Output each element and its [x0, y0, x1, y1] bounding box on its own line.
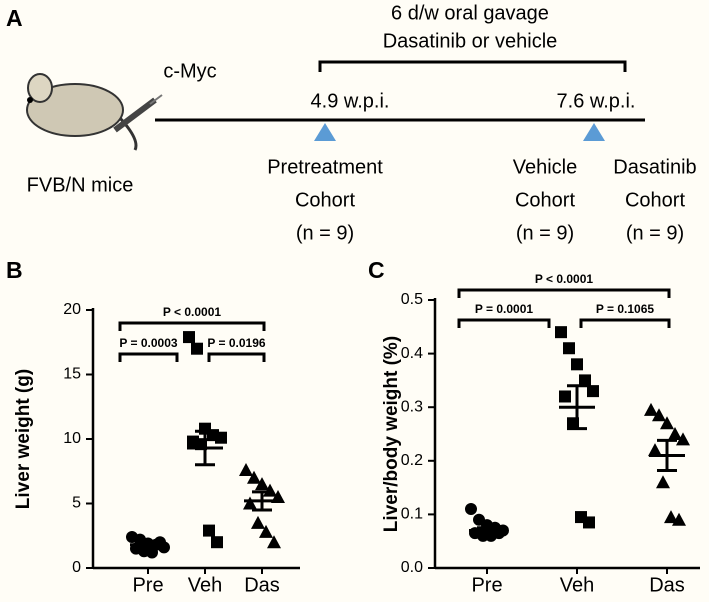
data-point [465, 503, 477, 516]
cohort-text: Vehicle [513, 156, 578, 178]
data-point [251, 515, 265, 529]
p-value: P < 0.0001 [535, 272, 593, 286]
data-point [644, 402, 658, 416]
data-point [583, 516, 595, 529]
y-tick-label: 20 [63, 301, 81, 318]
y-axis-label: Liver/body weight (%) [381, 336, 402, 532]
x-tick-label: Pre [471, 574, 502, 596]
treatment-text: 6 d/w oral gavage [391, 2, 549, 24]
treatment-bracket [318, 60, 627, 72]
y-tick-label: 0.0 [401, 559, 423, 576]
data-point [239, 462, 253, 476]
x-tick-label: Veh [188, 574, 222, 596]
cohort-text: Cohort [625, 189, 685, 211]
panel-label: A [6, 5, 23, 31]
data-point [555, 326, 567, 339]
cohort-text: (n = 9) [626, 222, 684, 244]
error-bar [567, 384, 587, 431]
data-point [559, 390, 571, 403]
error-bar [138, 541, 158, 549]
y-tick-label: 0.4 [401, 345, 423, 362]
timepoint: 7.6 w.p.i. [557, 90, 636, 112]
data-point [247, 470, 261, 484]
data-point [191, 342, 203, 355]
p-value: P = 0.1065 [596, 302, 654, 316]
p-value: P = 0.0003 [119, 336, 177, 350]
error-bar [252, 490, 272, 512]
significance-bracket [457, 318, 551, 328]
p-value: P = 0.0196 [207, 336, 265, 350]
y-tick-label: 15 [63, 366, 81, 383]
data-point [571, 358, 583, 371]
y-tick-label: 0.5 [401, 291, 423, 308]
treatment-text: Dasatinib or vehicle [383, 30, 558, 52]
panel-label: C [368, 257, 385, 283]
p-value: P < 0.0001 [163, 305, 221, 319]
cohort-text: Pretreatment [267, 156, 383, 178]
data-point [587, 385, 599, 398]
significance-bracket [118, 321, 266, 331]
cohort-text: Dasatinib [613, 156, 696, 178]
data-point [676, 432, 690, 446]
error-bar [195, 429, 215, 467]
data-point [211, 536, 223, 549]
y-tick-label: 5 [72, 495, 81, 512]
cohort-text: (n = 9) [516, 222, 574, 244]
significance-bracket [457, 288, 671, 298]
significance-bracket [118, 352, 179, 362]
data-point [203, 524, 215, 537]
panel-label: B [6, 257, 23, 283]
data-point [672, 512, 686, 526]
data-point [668, 427, 682, 440]
data-point [660, 416, 674, 430]
timepoint: 4.9 w.p.i. [311, 90, 390, 112]
x-tick-label: Das [244, 574, 280, 596]
data-point [259, 524, 273, 538]
error-bar [477, 526, 497, 535]
data-point [648, 443, 662, 457]
mice-text: FVB/N mice [27, 174, 134, 196]
y-tick-label: 0 [72, 559, 81, 576]
data-point [656, 475, 670, 489]
y-tick-label: 0.2 [401, 452, 423, 469]
data-point [664, 510, 678, 524]
data-point [267, 535, 281, 549]
data-point [146, 546, 158, 559]
data-point [579, 374, 591, 387]
cohort-text: (n = 9) [296, 222, 354, 244]
significance-bracket [207, 352, 266, 362]
y-axis-label: Liver weight (g) [13, 369, 34, 509]
data-point [243, 496, 257, 510]
time-marker [583, 123, 605, 141]
y-tick-label: 0.1 [401, 506, 423, 523]
time-marker [314, 123, 336, 141]
data-point [563, 342, 575, 355]
x-tick-label: Pre [132, 574, 163, 596]
injection-text: c-Myc [163, 60, 216, 82]
y-tick-label: 10 [63, 430, 81, 447]
p-value: P = 0.0001 [475, 302, 533, 316]
data-point [183, 331, 195, 344]
x-tick-label: Veh [560, 574, 594, 596]
y-tick-label: 0.3 [401, 398, 423, 415]
x-tick-label: Das [649, 574, 685, 596]
significance-bracket [579, 318, 671, 328]
data-point [215, 431, 227, 444]
data-point [652, 408, 666, 422]
error-bar [657, 438, 677, 472]
data-point [255, 477, 269, 491]
mouse-icon [26, 73, 163, 151]
data-point [575, 511, 587, 524]
cohort-text: Cohort [295, 189, 355, 211]
cohort-text: Cohort [515, 189, 575, 211]
